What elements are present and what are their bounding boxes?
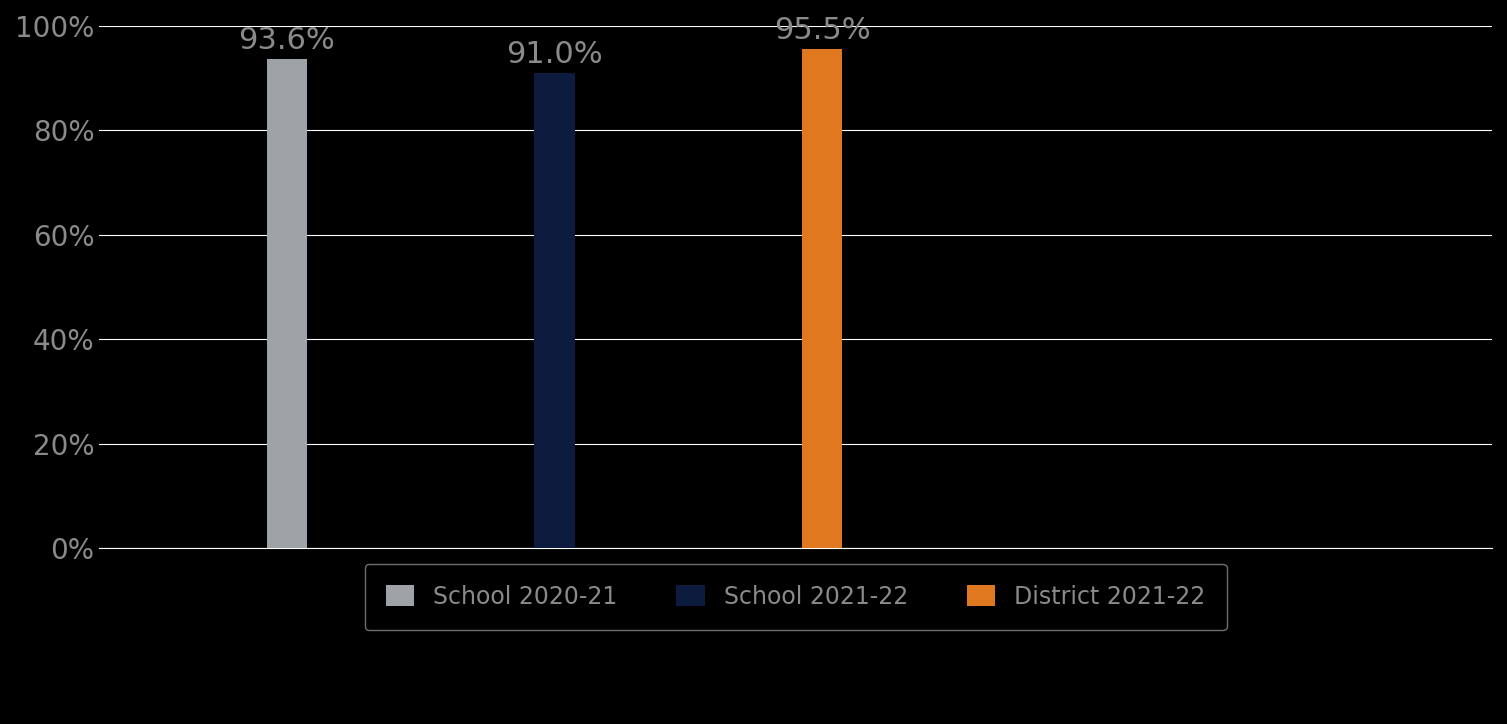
Bar xyxy=(267,59,307,548)
Text: 93.6%: 93.6% xyxy=(238,26,335,55)
Bar xyxy=(802,49,842,548)
Legend: School 2020-21, School 2021-22, District 2021-22: School 2020-21, School 2021-22, District… xyxy=(365,564,1227,630)
Bar xyxy=(535,73,574,548)
Text: 95.5%: 95.5% xyxy=(775,17,871,46)
Text: 91.0%: 91.0% xyxy=(506,40,603,69)
